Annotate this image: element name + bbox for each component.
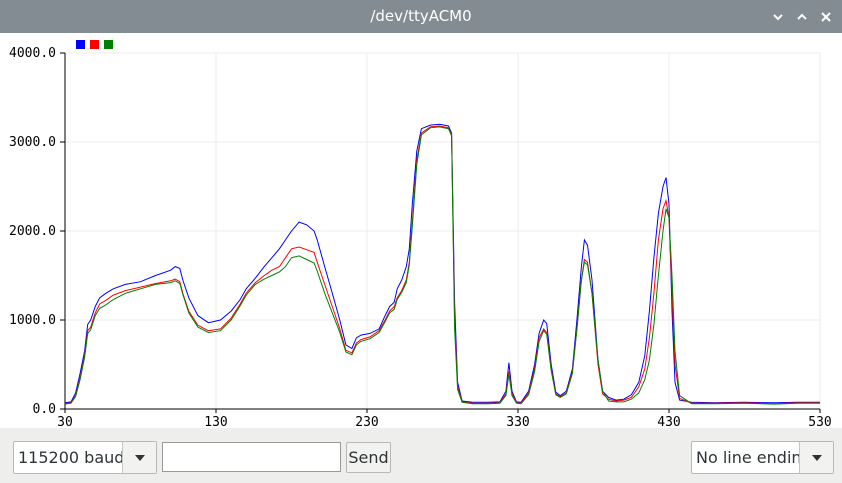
y-tick-label: 4000.0: [9, 46, 56, 61]
x-tick-label: 330: [506, 415, 529, 428]
x-tick-label: 130: [204, 415, 227, 428]
y-tick-label: 0.0: [33, 402, 56, 417]
line-ending-value: No line ending: [696, 448, 812, 467]
y-tick-label: 2000.0: [9, 224, 56, 239]
baud-rate-value: 115200 baud: [18, 448, 125, 467]
x-tick-label: 30: [57, 415, 73, 428]
series-line-1: [64, 123, 820, 404]
series-line-3: [64, 126, 820, 405]
minimize-button[interactable]: [767, 6, 789, 28]
legend-swatch-2: [90, 40, 99, 49]
dropdown-arrow-icon: [811, 454, 822, 461]
window-title: /dev/ttyACM0: [370, 7, 472, 25]
series-line-2: [64, 125, 820, 405]
x-tick-label: 230: [355, 415, 378, 428]
close-icon: [821, 12, 831, 22]
close-button[interactable]: [815, 6, 837, 28]
line-ending-select[interactable]: No line ending: [691, 441, 834, 474]
baud-rate-select[interactable]: 115200 baud: [13, 441, 157, 474]
chevron-down-icon: [773, 14, 783, 21]
x-tick-label: 530: [808, 415, 831, 428]
chevron-up-icon: [797, 13, 807, 20]
baud-dropdown-toggle[interactable]: [122, 442, 156, 473]
line-ending-dropdown-toggle[interactable]: [799, 442, 833, 473]
y-tick-label: 1000.0: [9, 313, 56, 328]
y-tick-label: 3000.0: [9, 135, 56, 150]
dropdown-arrow-icon: [134, 454, 145, 461]
title-bar[interactable]: /dev/ttyACM0: [0, 0, 842, 33]
maximize-button[interactable]: [791, 6, 813, 28]
serial-plot-chart: 0.0 1000.0 2000.0 3000.0 4000.0 30 130 230 330 43…: [9, 40, 832, 428]
legend-swatch-1: [76, 40, 85, 49]
legend-swatch-3: [104, 40, 113, 49]
plot-area: 0.0 1000.0 2000.0 3000.0 4000.0 30 130 230 330 43…: [0, 33, 842, 428]
send-button[interactable]: Send: [346, 442, 391, 473]
x-tick-label: 430: [657, 415, 680, 428]
serial-input[interactable]: [162, 442, 341, 472]
